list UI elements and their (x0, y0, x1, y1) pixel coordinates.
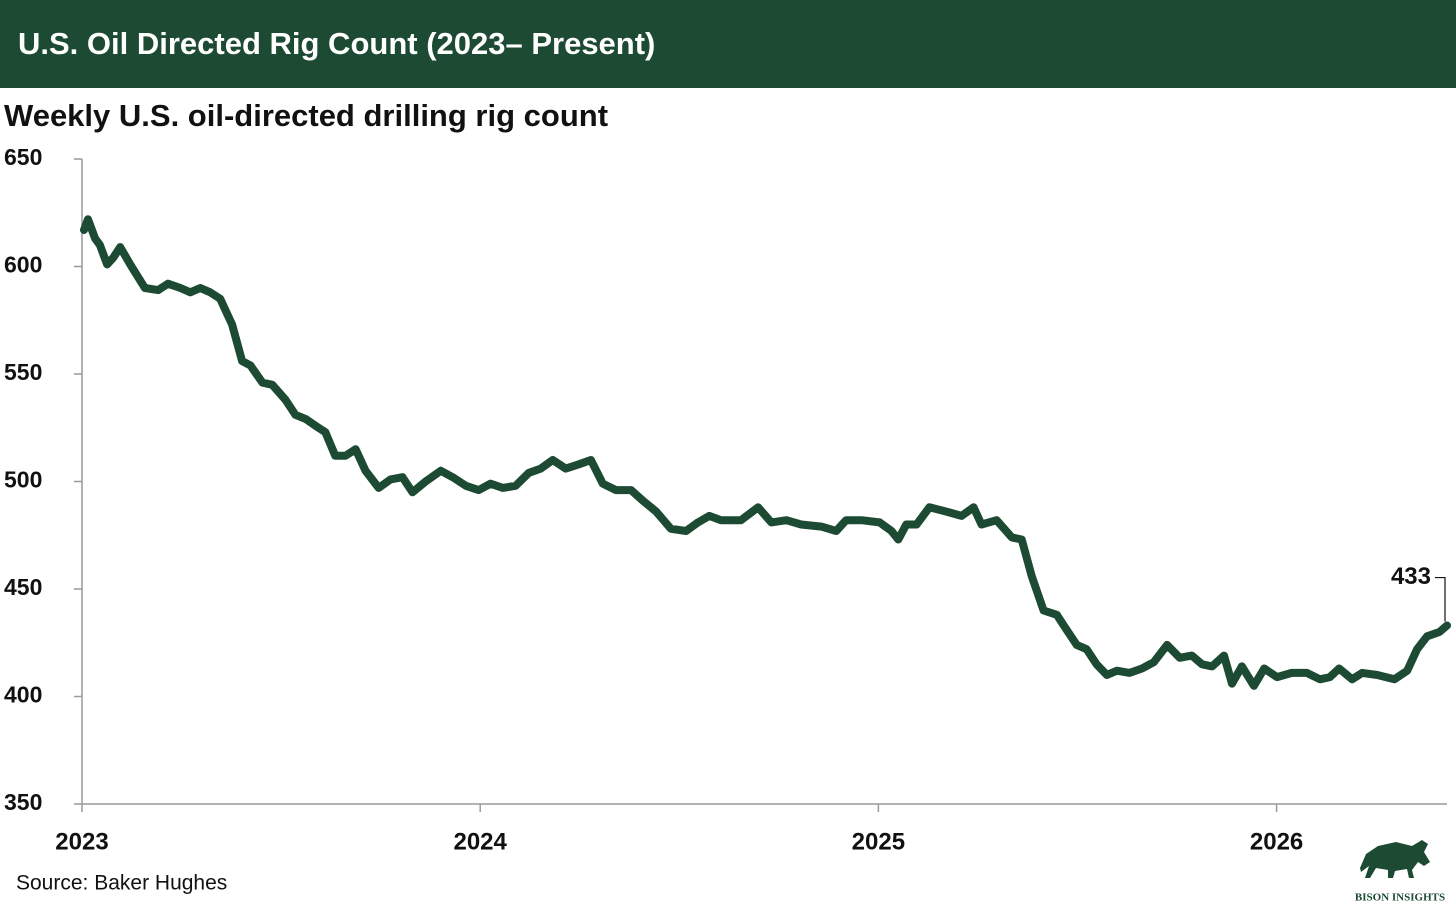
x-tick-label: 2026 (1250, 828, 1303, 855)
value-label: 433 (1391, 563, 1431, 590)
y-tick-label: 550 (4, 359, 42, 385)
x-tick-label: 2024 (453, 828, 507, 855)
logo-text: BISON INSIGHTS (1355, 892, 1445, 904)
leader-line (1435, 576, 1446, 622)
logo: BISON INSIGHTS (1355, 840, 1445, 904)
x-tick-label: 2023 (55, 828, 108, 855)
x-tick-label: 2025 (852, 828, 905, 855)
y-tick-label: 400 (4, 682, 42, 708)
source: Source: Baker Hughes (16, 872, 227, 895)
logo-bison (1360, 840, 1430, 878)
chart-title: U.S. Oil Directed Rig Count (2023– Prese… (18, 26, 655, 61)
data-line (80, 215, 1451, 690)
y-tick-label: 600 (4, 252, 42, 278)
y-tick-label: 650 (4, 144, 42, 170)
header-bar (0, 0, 1456, 88)
chart-subtitle: Weekly U.S. oil-directed drilling rig co… (4, 98, 608, 133)
y-tick-label: 350 (4, 789, 42, 815)
y-tick-label: 450 (4, 574, 42, 600)
y-tick-label: 500 (4, 467, 42, 493)
